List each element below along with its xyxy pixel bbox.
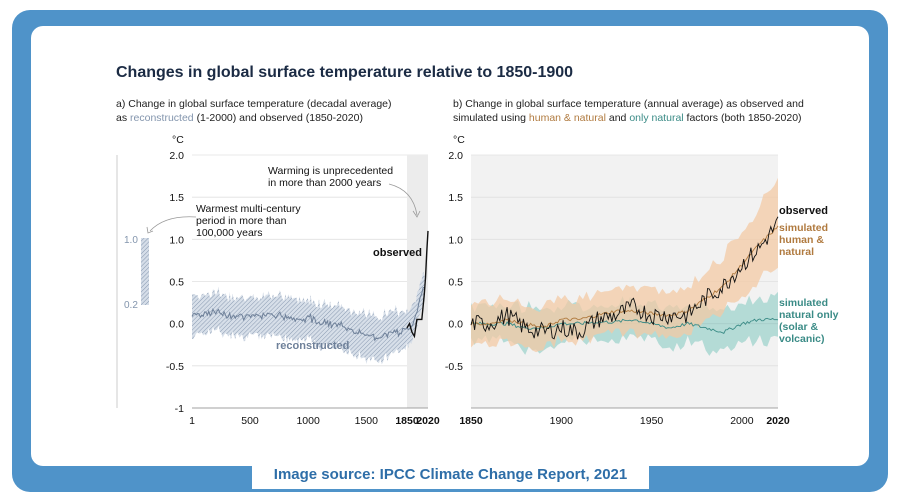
xtick-b-label: 2000: [730, 415, 754, 427]
warming-annotation-1: Warming is unprecedented: [268, 165, 393, 177]
ytick-b-label: 1.5: [448, 192, 463, 204]
observed-label-b: observed: [779, 205, 828, 217]
panel-a-subtitle-line2: as reconstructed (1-2000) and observed (…: [116, 111, 392, 125]
panel-b-subtitle-pre: simulated using: [453, 112, 526, 124]
warmest-bar-bottom-label: 0.2: [124, 300, 138, 311]
panel-a-subtitle-reconstructed: reconstructed: [130, 112, 194, 124]
xtick-a-label: 1000: [296, 415, 320, 427]
ytick-b-label: 1.0: [448, 234, 463, 246]
xtick-a-label: 1850: [395, 415, 419, 427]
warmest-arrow-head: [146, 226, 154, 234]
panel-a-subtitle-line1: a) Change in global surface temperature …: [116, 98, 392, 110]
ytick-a-label: 2.0: [169, 150, 184, 162]
ytick-a-label: -1: [175, 403, 184, 415]
panel-b-subtitle-and: and: [608, 112, 627, 124]
warmest-annotation-3: 100,000 years: [196, 227, 263, 239]
observed-label-a: observed: [373, 247, 422, 259]
panel-a-subtitle-range2: (1850-2020): [305, 112, 363, 124]
panel-b-subtitle: b) Change in global surface temperature …: [453, 97, 804, 125]
xtick-a-label: 2020: [416, 415, 440, 427]
unit-b: °C: [453, 134, 465, 146]
hn-label-2: human &: [779, 234, 824, 246]
panel-b-subtitle-line1: b) Change in global surface temperature …: [453, 98, 804, 110]
ytick-b-label: 0.5: [448, 277, 463, 289]
panel-a-subtitle-observed: observed: [259, 112, 303, 124]
xtick-a-label: 1: [189, 415, 195, 427]
xtick-b-label: 1900: [550, 415, 574, 427]
warming-arrow-head: [412, 210, 421, 218]
ytick-a-label: 1.5: [169, 192, 184, 204]
warming-arrow: [388, 183, 418, 216]
nat-label-3: (solar &: [779, 321, 819, 333]
warmest-annotation-2: period in more than: [196, 215, 287, 227]
panel-b-subtitle-hn: human & natural: [528, 112, 606, 124]
ytick-a-label: 1.0: [169, 234, 184, 246]
ytick-b-label: 0.0: [448, 319, 463, 331]
observed-line-a: [406, 230, 429, 339]
caption-text: Image source: IPCC Climate Change Report…: [251, 464, 650, 489]
warmest-period-bar: [141, 238, 149, 305]
unit-a: °C: [172, 134, 184, 146]
human-natural-line: [470, 225, 779, 329]
nat-label-4: volcanic): [779, 333, 825, 345]
hn-label-1: simulated: [779, 222, 828, 234]
ytick-b-label: -0.5: [445, 361, 463, 373]
human-natural-band: [471, 177, 778, 353]
observed-line-b: [470, 216, 779, 340]
panel-b-subtitle-nat: only natural: [629, 112, 684, 124]
nat-label-2: natural only: [779, 309, 839, 321]
xtick-b-label: 1950: [640, 415, 664, 427]
xtick-a-label: 500: [241, 415, 259, 427]
figure-title: Changes in global surface temperature re…: [116, 64, 574, 81]
ytick-a-label: 0.5: [169, 277, 184, 289]
ytick-a-label: -0.5: [166, 361, 184, 373]
panel-b-subtitle-line2: simulated using human & natural and only…: [453, 111, 804, 125]
hn-label-3: natural: [779, 246, 814, 258]
warming-annotation-2: in more than 2000 years: [268, 177, 381, 189]
reconstructed-label: reconstructed: [276, 340, 349, 352]
warmest-annotation-1: Warmest multi-century: [196, 203, 301, 215]
nat-label-1: simulated: [779, 297, 828, 309]
reconstructed-band: [192, 271, 425, 365]
xtick-b-label: 1850: [459, 415, 483, 427]
panel-a-subtitle-as: as: [116, 112, 128, 124]
image-source-caption: Image source: IPCC Climate Change Report…: [0, 464, 901, 489]
warmest-arrow: [149, 216, 197, 232]
ytick-a-label: 0.0: [169, 319, 184, 331]
ytick-b-label: 2.0: [448, 150, 463, 162]
panel-a-subtitle: a) Change in global surface temperature …: [116, 97, 392, 125]
xtick-a-label: 1500: [355, 415, 379, 427]
panel-a-subtitle-range: (1-2000) and: [196, 112, 257, 124]
xtick-b-label: 2020: [766, 415, 790, 427]
warmest-bar-top-label: 1.0: [124, 235, 138, 246]
reconstructed-line: [191, 287, 425, 342]
instrumental-period-shade: [407, 155, 428, 408]
panel-b-subtitle-post: factors (both 1850-2020): [686, 112, 802, 124]
